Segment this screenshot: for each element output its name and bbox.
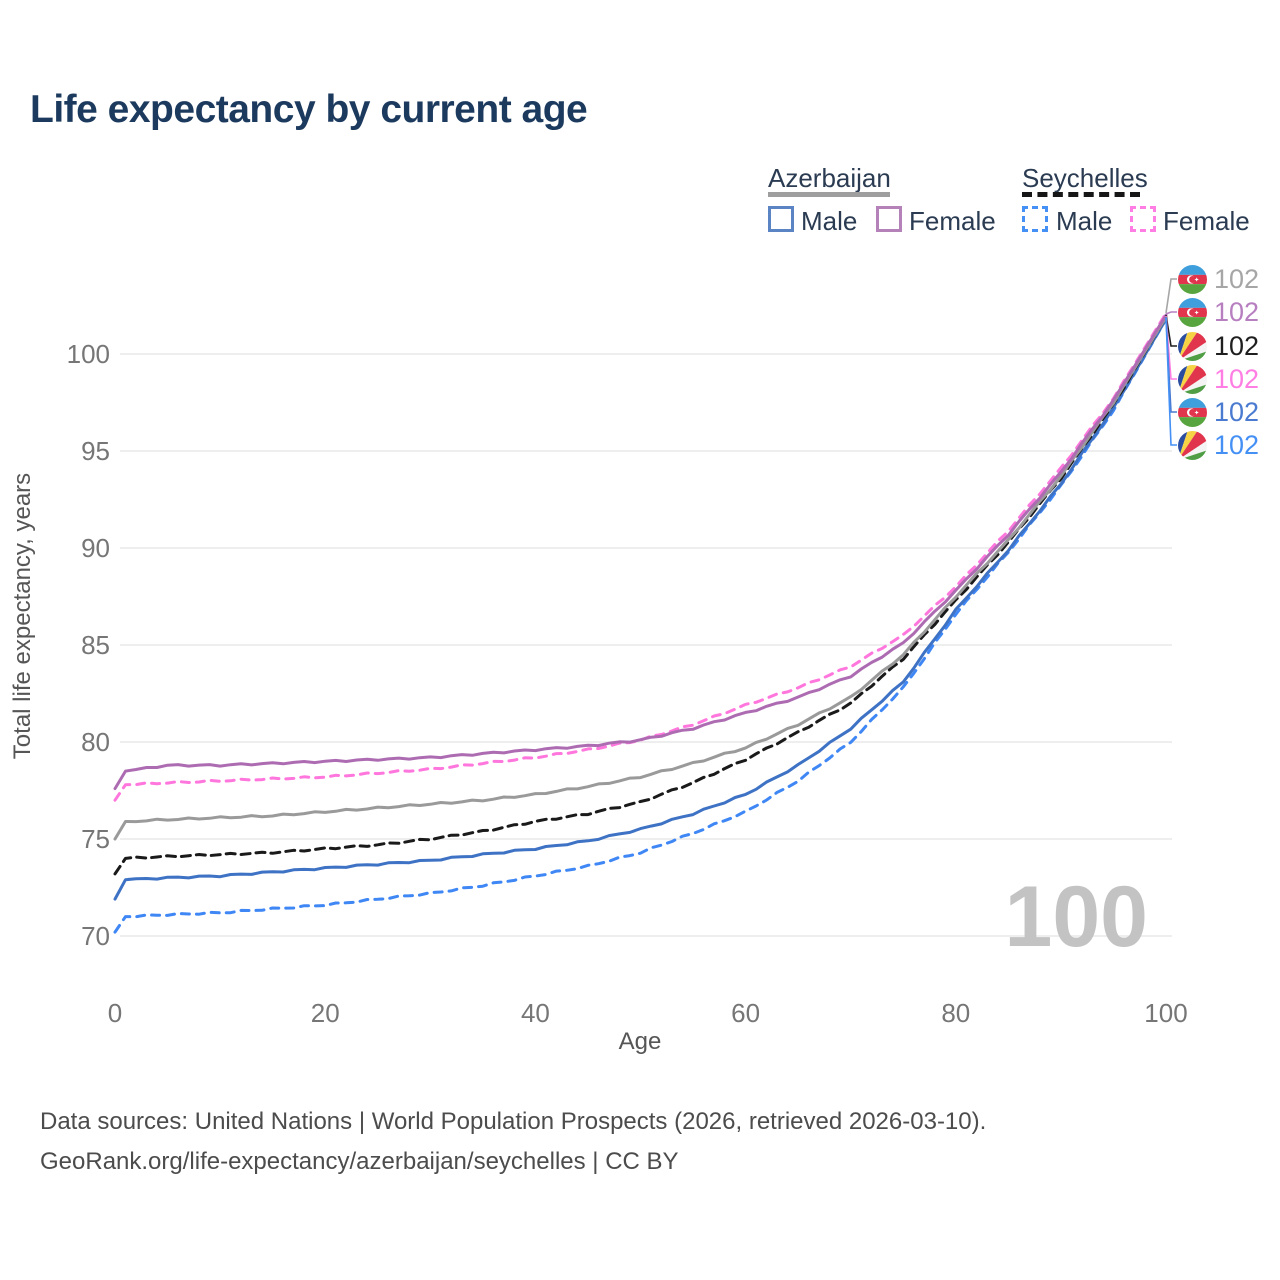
series-line-azerbaijan-female (113, 313, 1168, 791)
x-tick-label-80: 80 (941, 998, 970, 1028)
legend-checkbox-azerbaijan-female[interactable] (876, 206, 902, 232)
y-tick-label-75: 75 (81, 824, 110, 854)
end-value-label: 102 (1214, 330, 1260, 361)
series-line-azerbaijan-male (113, 317, 1168, 901)
series-line-seychelles-male (113, 317, 1168, 934)
end-value-label: 102 (1214, 429, 1260, 460)
end-value-label: 102 (1214, 296, 1260, 327)
x-tick-label-20: 20 (311, 998, 340, 1028)
leader-line-1 (1165, 311, 1177, 315)
legend-checkbox-azerbaijan-male[interactable] (768, 206, 794, 232)
seychelles-flag-icon (1178, 430, 1207, 460)
y-tick-label-80: 80 (81, 727, 110, 757)
seychelles-flag-icon (1178, 331, 1207, 361)
data-sources-text: Data sources: United Nations | World Pop… (40, 1108, 987, 1135)
end-label-row-azerbaijan-0: 102 (1178, 264, 1259, 294)
end-label-row-seychelles-3: 102 (1178, 364, 1259, 394)
legend-country-azerbaijan: Azerbaijan (768, 163, 891, 193)
attribution-link-text: GeoRank.org/life-expectancy/azerbaijan/s… (40, 1148, 679, 1175)
page-title: Life expectancy by current age (30, 88, 588, 131)
series-line-azerbaijan-total (113, 315, 1168, 841)
gridlines: 70 75 80 85 90 95 100 (67, 339, 1172, 951)
y-tick-label-90: 90 (81, 533, 110, 563)
y-tick-label-85: 85 (81, 630, 110, 660)
end-value-label: 102 (1214, 363, 1260, 394)
y-tick-label-100: 100 (67, 339, 110, 369)
y-tick-label-95: 95 (81, 436, 110, 466)
legend-country-seychelles: Seychelles (1022, 163, 1148, 193)
leader-line-0 (1165, 278, 1177, 314)
x-tick-label-0: 0 (108, 998, 122, 1028)
age-watermark: 100 (1004, 869, 1149, 965)
x-tick-label-40: 40 (521, 998, 550, 1028)
y-axis-title: Total life expectancy, years (9, 472, 36, 760)
legend-linestyle-seychelles (1022, 192, 1140, 197)
seychelles-flag-icon (1178, 364, 1207, 394)
end-label-row-azerbaijan-1: 102 (1178, 297, 1259, 327)
series-line-seychelles-total (113, 315, 1168, 876)
end-label-row-seychelles-5: 102 (1178, 430, 1259, 460)
x-axis-title: Age (618, 1028, 662, 1055)
series-line-seychelles-female (113, 311, 1168, 802)
legend-label-azerbaijan-male[interactable]: Male (801, 206, 858, 236)
legend-label-seychelles-male[interactable]: Male (1056, 206, 1113, 236)
end-value-label: 102 (1214, 263, 1260, 294)
legend-checkbox-seychelles-female[interactable] (1130, 206, 1156, 232)
end-label-row-seychelles-2: 102 (1178, 331, 1259, 361)
leader-line-5 (1165, 317, 1177, 446)
azerbaijan-flag-icon (1178, 264, 1207, 294)
legend-label-seychelles-female[interactable]: Female (1163, 206, 1250, 236)
legend-linestyle-azerbaijan (768, 192, 890, 197)
azerbaijan-flag-icon (1178, 297, 1207, 327)
leader-line-2 (1165, 314, 1177, 347)
end-value-label: 102 (1214, 396, 1260, 427)
x-tick-label-60: 60 (731, 998, 760, 1028)
x-tick-label-100: 100 (1144, 998, 1187, 1028)
legend-checkbox-seychelles-male[interactable] (1022, 206, 1048, 232)
azerbaijan-flag-icon (1178, 397, 1207, 427)
end-label-row-azerbaijan-4: 102 (1178, 397, 1259, 427)
y-tick-label-70: 70 (81, 921, 110, 951)
legend-label-azerbaijan-female[interactable]: Female (909, 206, 996, 236)
